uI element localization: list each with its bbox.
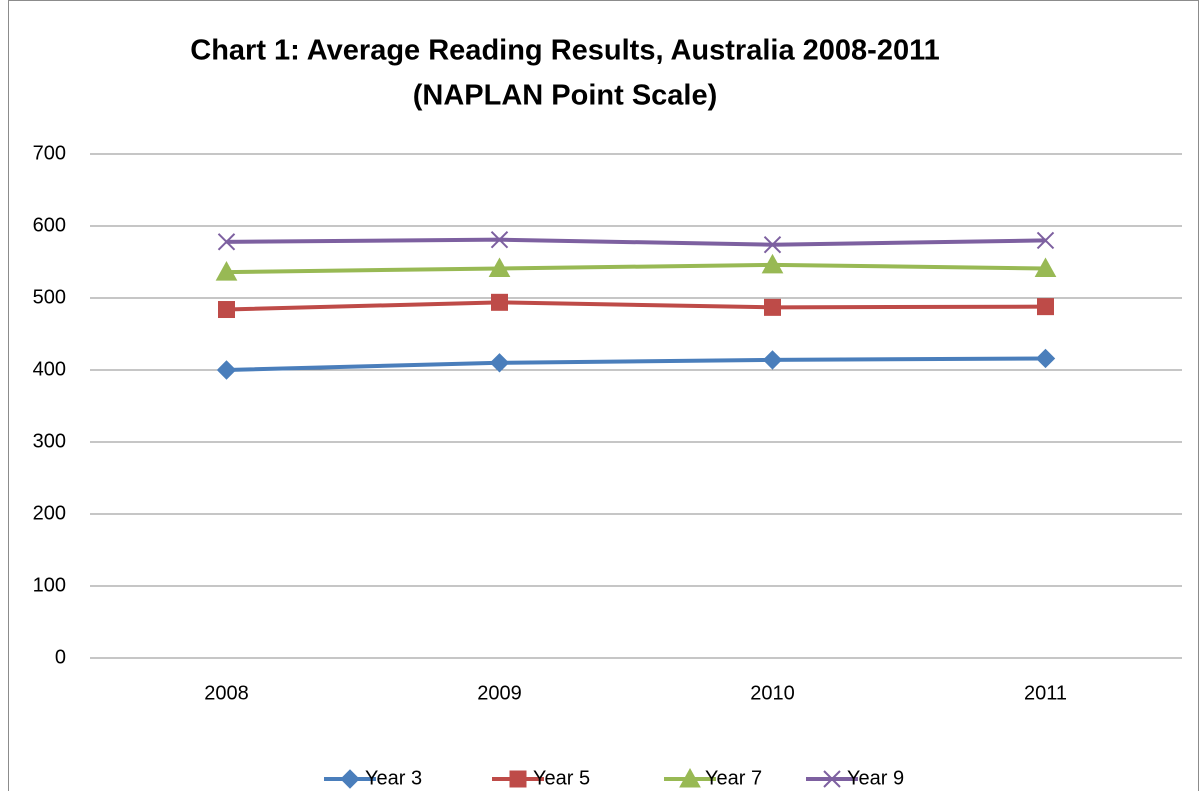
marker — [763, 236, 782, 254]
x-tick-label: 2011 — [1024, 682, 1067, 704]
marker — [491, 293, 508, 311]
marker — [488, 257, 511, 277]
marker — [216, 360, 237, 380]
legend-label: Year 9 — [847, 767, 904, 789]
marker — [217, 233, 236, 251]
series-line — [226, 356, 1046, 372]
legend-label: Year 5 — [533, 767, 590, 789]
chart-subtitle: (NAPLAN Point Scale) — [413, 80, 718, 112]
marker — [490, 230, 509, 249]
legend-label: Year 7 — [705, 767, 762, 789]
legend-marker — [679, 767, 701, 788]
y-tick-label: 600 — [33, 214, 66, 236]
y-tick-label: 700 — [33, 142, 66, 164]
series-line — [226, 262, 1046, 275]
marker — [1037, 298, 1054, 316]
legend-marker — [509, 770, 527, 788]
marker — [762, 350, 783, 370]
legend-label: Year 3 — [365, 767, 422, 789]
marker — [218, 301, 235, 319]
marker — [215, 261, 238, 281]
y-tick-label: 300 — [33, 430, 66, 452]
y-tick-label: 200 — [33, 502, 66, 524]
marker — [761, 253, 784, 274]
chart-border — [8, 0, 1199, 791]
marker — [1036, 231, 1055, 250]
marker — [1034, 257, 1057, 277]
marker — [1035, 348, 1056, 369]
y-tick-label: 0 — [55, 646, 66, 668]
legend-marker — [823, 770, 841, 788]
chart-title: Chart 1: Average Reading Results, Austra… — [190, 35, 939, 67]
y-tick-label: 400 — [33, 358, 66, 380]
marker — [764, 298, 781, 316]
y-tick-label: 500 — [33, 286, 66, 308]
series-line — [226, 237, 1046, 247]
series-line — [226, 300, 1046, 312]
x-tick-label: 2009 — [477, 682, 522, 704]
legend-marker — [340, 769, 360, 789]
x-tick-label: 2008 — [204, 682, 249, 704]
marker — [489, 353, 510, 373]
y-tick-label: 100 — [33, 574, 66, 596]
x-tick-label: 2010 — [750, 682, 795, 704]
